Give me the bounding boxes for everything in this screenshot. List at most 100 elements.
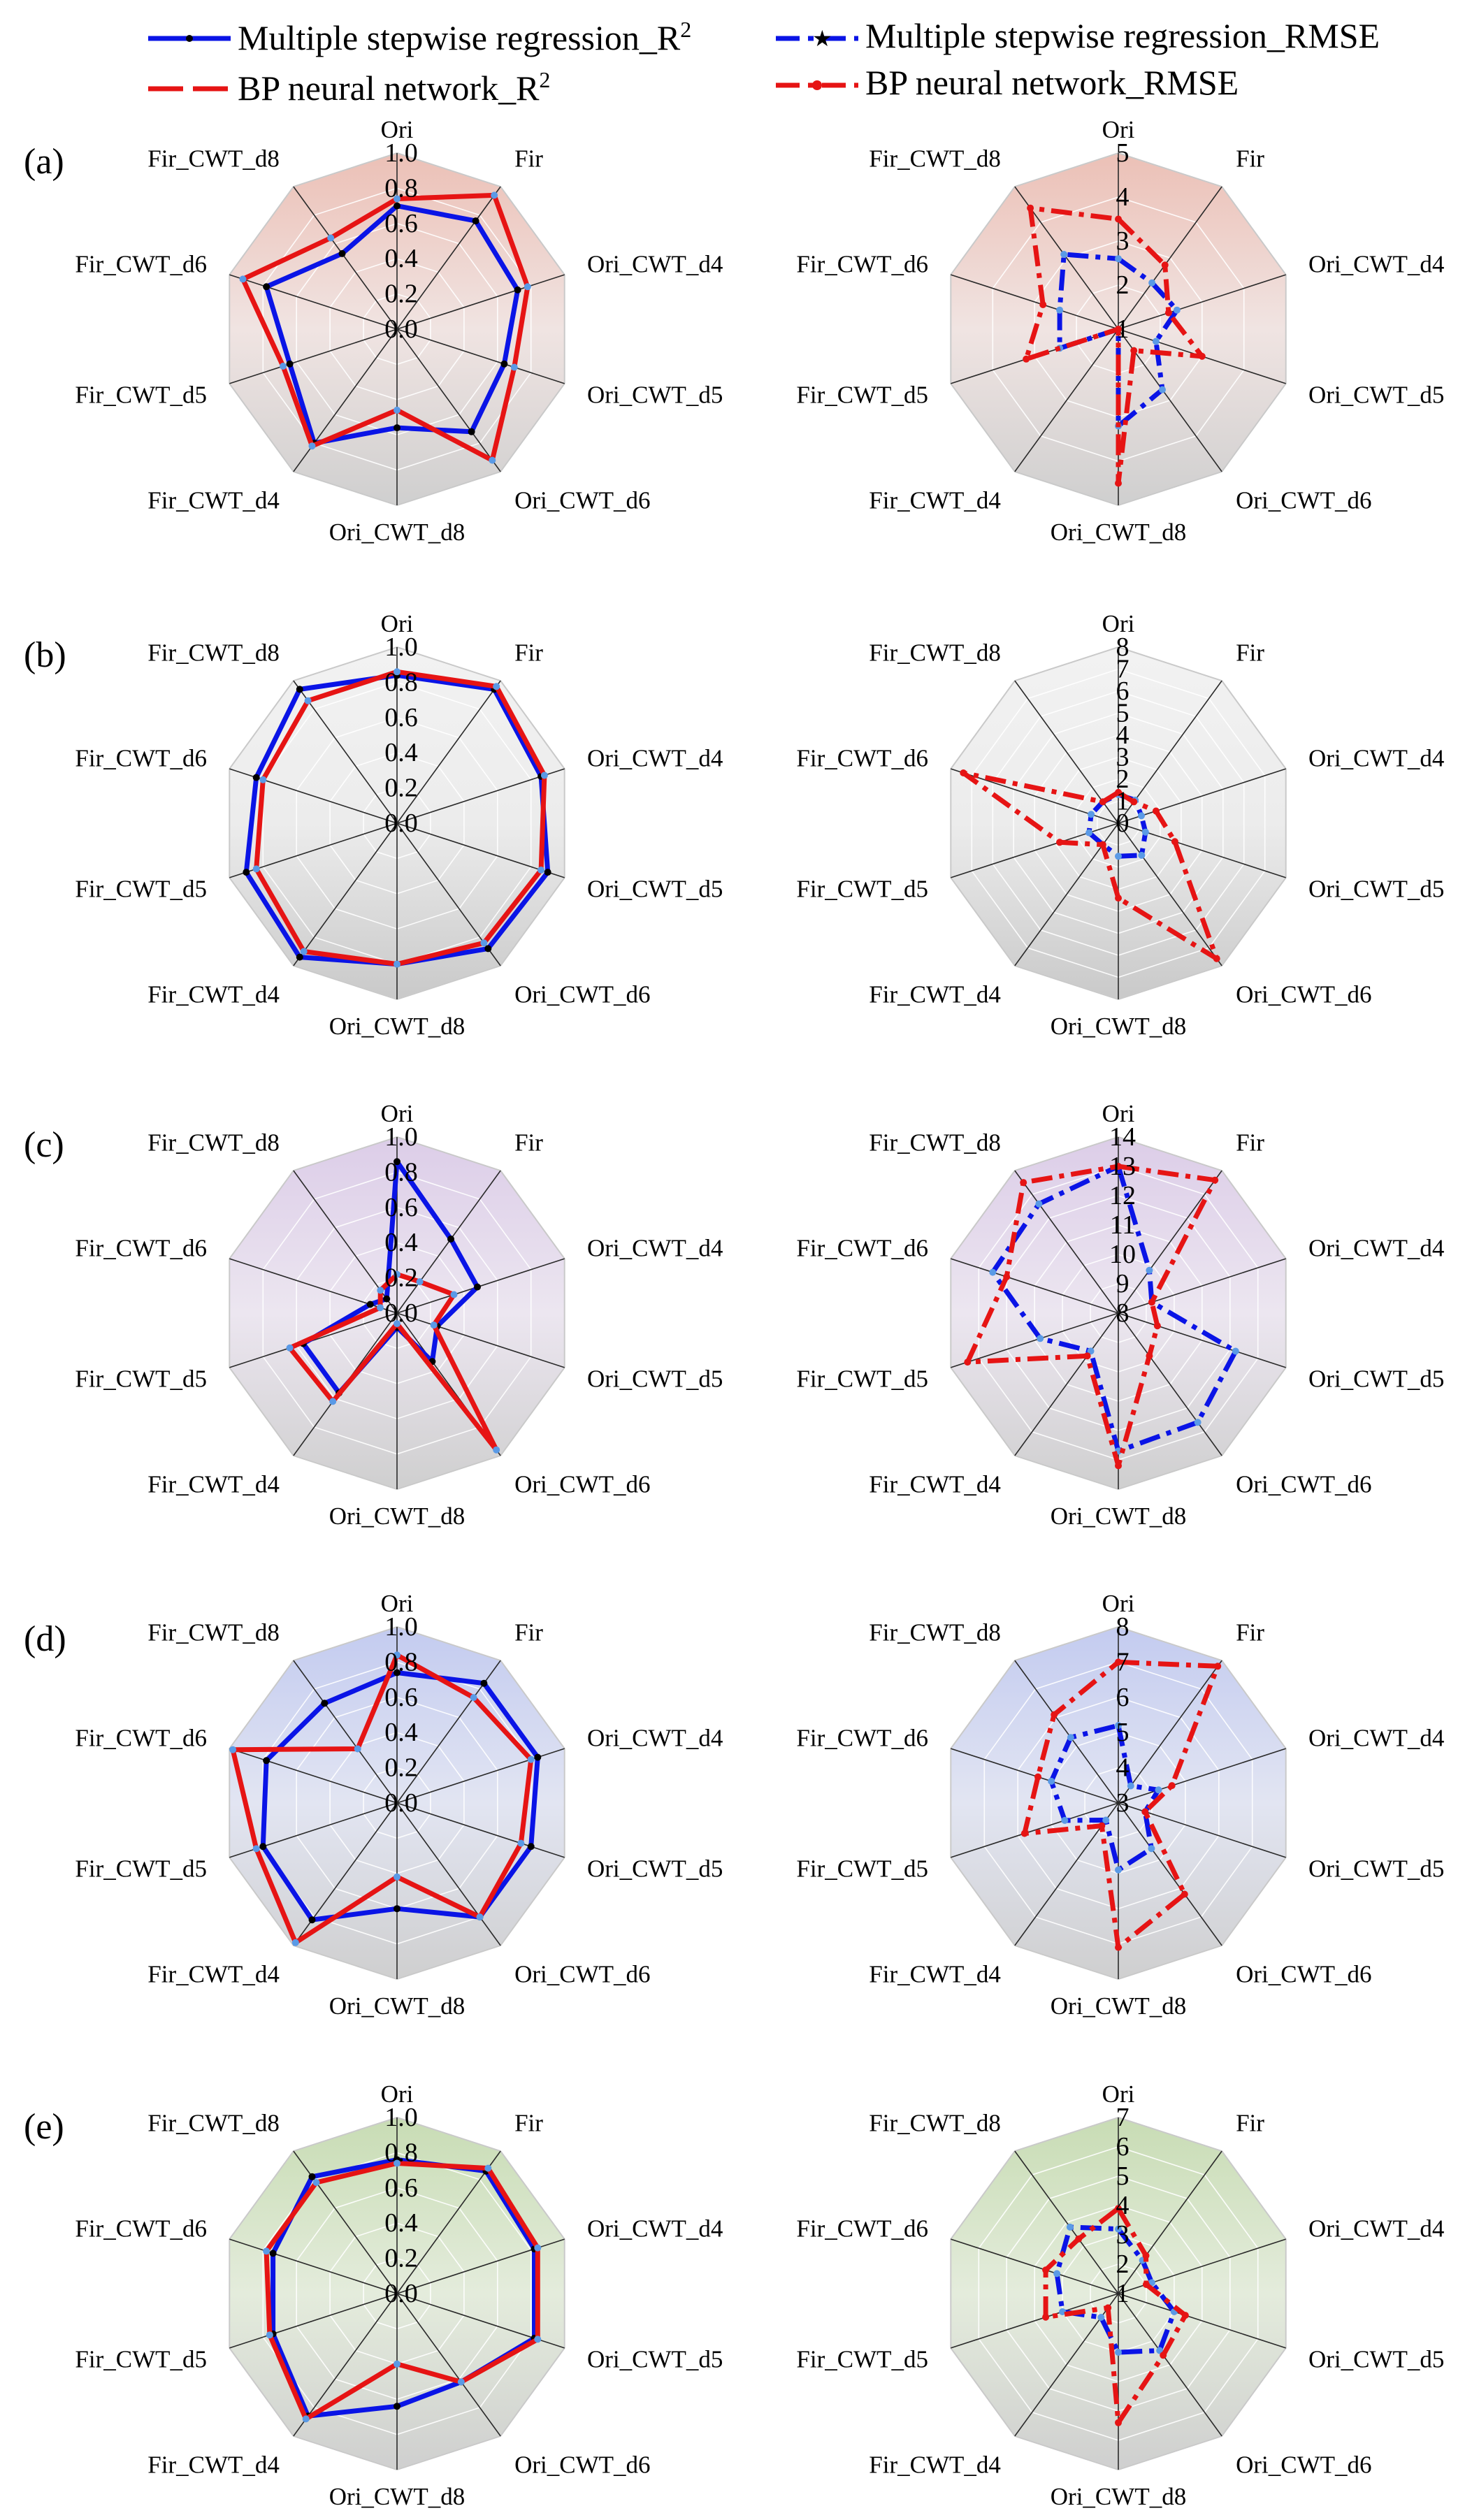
category-label-ori-cwt-d5: Ori_CWT_d5 <box>1308 1365 1444 1392</box>
category-label-ori-cwt-d8: Ori_CWT_d8 <box>329 1013 465 1040</box>
tick-label: 0.4 <box>384 244 418 273</box>
series-point-multiple-stepwise-regression-rmse-ori-cwt-d6 <box>1148 1845 1155 1853</box>
series-point-multiple-stepwise-regression-rmse-ori-cwt-d4 <box>1155 1786 1162 1794</box>
tick-label: 3 <box>1116 2220 1130 2250</box>
radar-spoke <box>1118 768 1286 824</box>
radar-spoke <box>229 328 398 384</box>
category-label-fir-cwt-d4: Fir_CWT_d4 <box>869 980 1001 1008</box>
category-label-ori-cwt-d4: Ori_CWT_d4 <box>587 1235 723 1262</box>
series-point-multiple-stepwise-regression-r2-ori <box>394 202 401 210</box>
radar-charts: 0.00.20.40.60.81.0OriFirOri_CWT_d4Ori_CW… <box>75 116 1444 2510</box>
category-label-fir-cwt-d8: Fir_CWT_d8 <box>869 1619 1001 1646</box>
series-point-multiple-stepwise-regression-rmse-ori-cwt-d5 <box>1141 828 1149 836</box>
category-label-ori-cwt-d8: Ori_CWT_d8 <box>1051 1992 1186 2020</box>
series-point-bp-neural-network-rmse-fir-cwt-d4 <box>1104 2304 1112 2312</box>
series-point-multiple-stepwise-regression-r2-ori-cwt-d4 <box>534 1753 542 1761</box>
radar-spoke <box>1118 186 1222 330</box>
series-point-bp-neural-network-rmse-ori-cwt-d5 <box>1198 352 1206 360</box>
category-label-ori: Ori <box>381 2080 414 2108</box>
category-label-fir-cwt-d8: Fir_CWT_d8 <box>869 639 1001 667</box>
tick-label: 1.0 <box>384 632 418 662</box>
radar-spoke <box>1118 1258 1286 1314</box>
tick-label: 1 <box>1116 314 1130 344</box>
series-point-bp-neural-network-rmse-fir <box>1142 2252 1150 2259</box>
category-label-fir: Fir <box>1236 145 1264 173</box>
tick-label: 5 <box>1116 699 1130 728</box>
legend: Multiple stepwise regression_R2 BP neura… <box>148 16 1380 108</box>
tick-label: 0.4 <box>384 738 418 767</box>
category-label-fir-cwt-d5: Fir_CWT_d5 <box>796 381 928 408</box>
panel-tag-a: (a) <box>24 142 64 182</box>
series-point-bp-neural-network-rmse-fir-cwt-d5 <box>1042 2313 1050 2321</box>
legend-label-bp-rmse: BP neural network_RMSE <box>865 63 1239 102</box>
tick-label: 0.4 <box>384 1718 418 1747</box>
series-point-bp-neural-network-rmse-ori <box>1115 1163 1122 1170</box>
category-label-ori-cwt-d4: Ori_CWT_d4 <box>1308 2215 1444 2243</box>
category-label-ori-cwt-d8: Ori_CWT_d8 <box>329 2483 465 2510</box>
series-point-multiple-stepwise-regression-r2-fir-cwt-d4 <box>308 1916 316 1924</box>
category-label-fir-cwt-d5: Fir_CWT_d5 <box>75 381 207 408</box>
series-point-bp-neural-network-r2-ori-cwt-d4 <box>527 1755 535 1763</box>
radar-spoke <box>951 1748 1119 1804</box>
category-label-ori: Ori <box>1102 2080 1135 2108</box>
tick-label: 4 <box>1116 1753 1130 1783</box>
category-label-ori-cwt-d4: Ori_CWT_d4 <box>1308 251 1444 278</box>
series-point-multiple-stepwise-regression-rmse-ori <box>1115 1722 1122 1730</box>
tick-label: 0.0 <box>384 1788 418 1818</box>
series-point-bp-neural-network-rmse-fir-cwt-d6 <box>1042 2266 1050 2274</box>
series-point-multiple-stepwise-regression-r2-fir <box>480 1679 488 1687</box>
category-label-fir-cwt-d5: Fir_CWT_d5 <box>796 875 928 902</box>
series-point-multiple-stepwise-regression-r2-ori-cwt-d4 <box>474 1283 481 1291</box>
series-point-bp-neural-network-r2-fir-cwt-d5 <box>280 363 287 370</box>
radar-spoke <box>396 1258 565 1314</box>
category-label-ori: Ori <box>1102 610 1135 637</box>
series-point-multiple-stepwise-regression-rmse-fir-cwt-d4 <box>1102 1816 1110 1824</box>
panel-tag-b: (b) <box>24 635 66 675</box>
series-point-bp-neural-network-rmse-ori <box>1115 1658 1122 1666</box>
radar-spoke <box>396 680 501 824</box>
category-label-fir-cwt-d4: Fir_CWT_d4 <box>869 486 1001 514</box>
series-point-bp-neural-network-r2-fir <box>484 2164 492 2172</box>
category-label-fir-cwt-d5: Fir_CWT_d5 <box>75 1365 207 1392</box>
radar-spoke <box>1118 1802 1222 1946</box>
series-point-bp-neural-network-rmse-ori-cwt-d6 <box>1213 955 1220 962</box>
series-point-bp-neural-network-r2-fir-cwt-d4 <box>308 442 316 450</box>
series-point-multiple-stepwise-regression-rmse-ori <box>1115 255 1122 263</box>
radar-spoke <box>396 1170 501 1314</box>
radar-spoke <box>1118 2293 1222 2437</box>
radar-spoke <box>396 1312 565 1368</box>
tick-label: 6 <box>1116 1683 1130 1712</box>
series-point-bp-neural-network-rmse-fir-cwt-d8 <box>1027 204 1034 212</box>
category-label-fir-cwt-d8: Fir_CWT_d8 <box>147 2110 280 2137</box>
series-point-multiple-stepwise-regression-r2-fir-cwt-d5 <box>286 360 294 368</box>
category-label-ori-cwt-d5: Ori_CWT_d5 <box>587 381 723 408</box>
legend-sup-bp-r2: 2 <box>539 67 550 92</box>
category-label-ori-cwt-d5: Ori_CWT_d5 <box>587 875 723 902</box>
tick-label: 10 <box>1109 1240 1136 1269</box>
series-point-bp-neural-network-rmse-ori-cwt-d6 <box>1146 1352 1153 1360</box>
category-label-ori-cwt-d4: Ori_CWT_d4 <box>587 2215 723 2243</box>
series-point-multiple-stepwise-regression-r2-fir <box>472 217 479 225</box>
tick-label: 0.6 <box>384 703 418 732</box>
series-point-bp-neural-network-r2-ori-cwt-d6 <box>457 2378 465 2386</box>
category-label-fir-cwt-d8: Fir_CWT_d8 <box>869 145 1001 173</box>
radar-spoke <box>396 2150 501 2294</box>
series-point-multiple-stepwise-regression-rmse-fir <box>1127 1782 1134 1790</box>
radar-spoke <box>396 186 501 330</box>
series-point-multiple-stepwise-regression-r2-ori <box>394 1669 401 1677</box>
series-point-bp-neural-network-rmse-fir-cwt-d6 <box>1039 301 1047 308</box>
category-label-fir-cwt-d8: Fir_CWT_d8 <box>147 1129 280 1157</box>
panel-tag-c: (c) <box>24 1125 64 1165</box>
tick-label: 0.4 <box>384 2208 418 2238</box>
series-point-bp-neural-network-rmse-fir-cwt-d6 <box>1003 1273 1011 1281</box>
radar-spoke <box>229 2293 398 2349</box>
series-point-multiple-stepwise-regression-rmse-ori-cwt-d4 <box>1138 812 1145 820</box>
tick-label: 5 <box>1116 138 1130 168</box>
series-point-multiple-stepwise-regression-rmse-ori-cwt-d6 <box>1194 1419 1202 1426</box>
legend-marker-bp-rmse <box>812 80 822 90</box>
tick-label: 0.0 <box>384 809 418 838</box>
